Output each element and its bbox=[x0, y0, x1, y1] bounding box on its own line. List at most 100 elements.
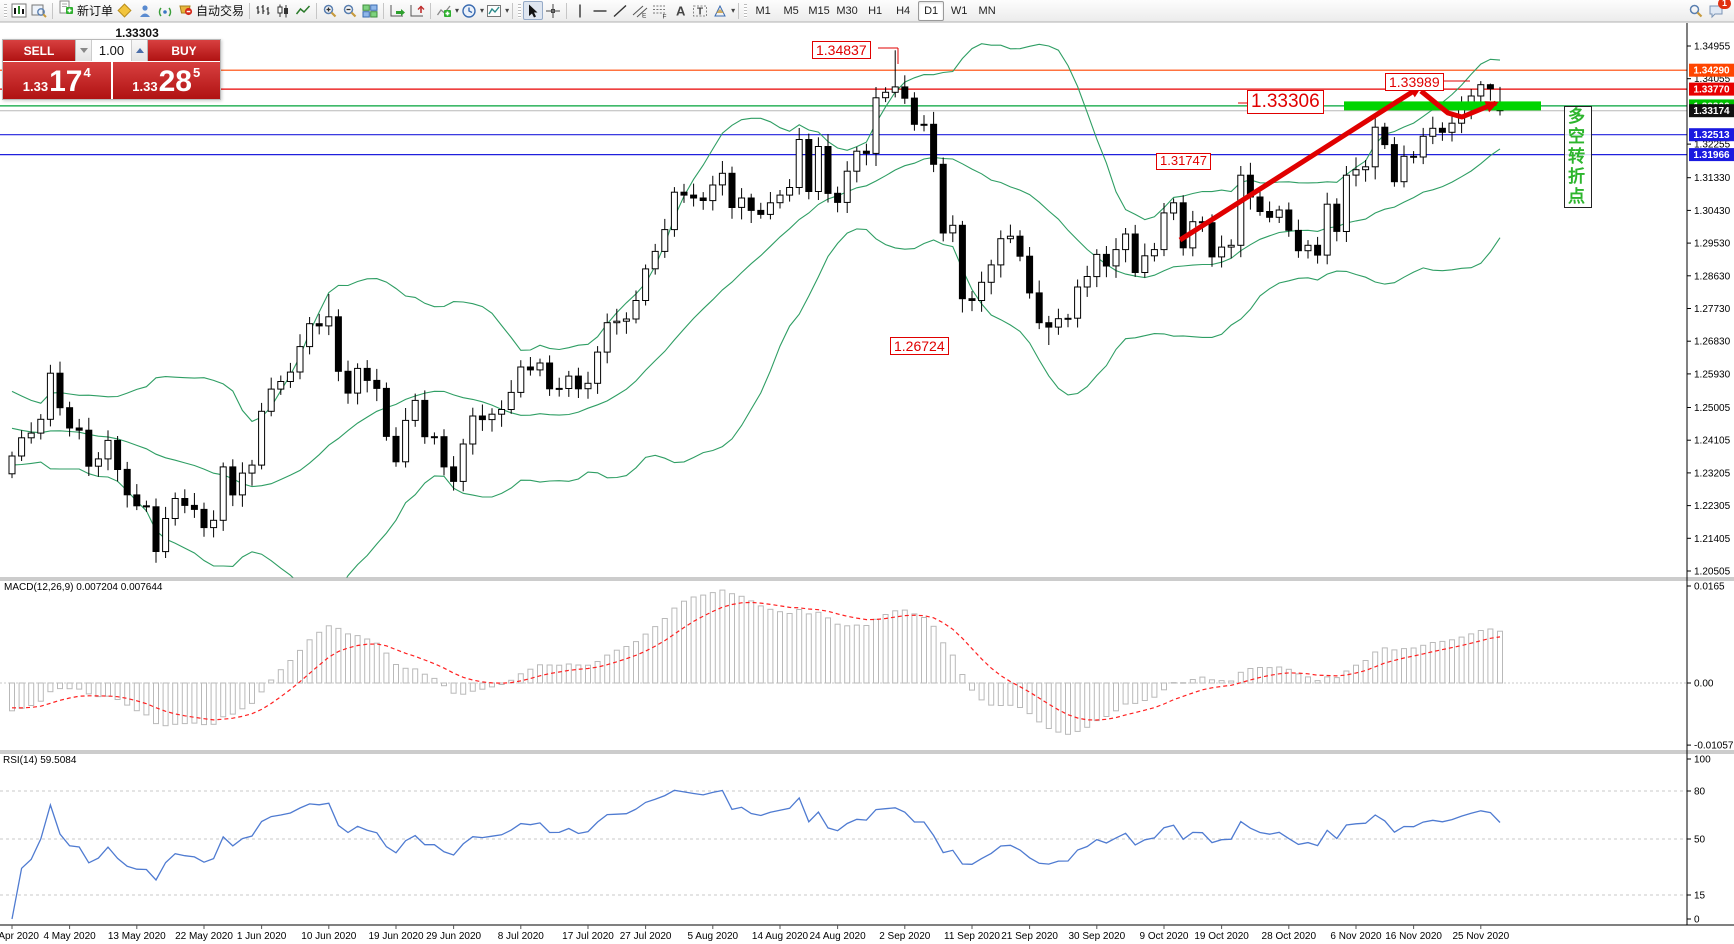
autotrading-label: 自动交易 bbox=[196, 4, 245, 18]
toolbar-separator bbox=[316, 2, 318, 19]
timeframe-M30[interactable]: M30 bbox=[836, 4, 858, 17]
signals-icon[interactable] bbox=[155, 1, 175, 20]
svg-text:2 Sep 2020: 2 Sep 2020 bbox=[879, 931, 931, 942]
indicators-icon[interactable] bbox=[434, 1, 454, 20]
toolbar-separator bbox=[738, 2, 740, 19]
bollinger-bands bbox=[11, 43, 1501, 578]
timeframe-M1[interactable]: M1 bbox=[755, 4, 771, 17]
crosshair-icon[interactable] bbox=[543, 1, 563, 20]
buy-price-prefix: 1.33 bbox=[132, 79, 158, 94]
price-annotation[interactable]: 1.33989 bbox=[1385, 73, 1444, 92]
svg-text:1.23205: 1.23205 bbox=[1694, 468, 1731, 479]
templates-caret-icon[interactable]: ▾ bbox=[505, 6, 510, 15]
toolbar-separator bbox=[52, 2, 53, 19]
timeframe-D1[interactable]: D1 bbox=[918, 0, 945, 21]
new-order-button[interactable]: 新订单 bbox=[56, 0, 115, 20]
bars-icon[interactable] bbox=[253, 1, 273, 20]
sell-button[interactable]: SELL bbox=[3, 40, 75, 61]
tile-windows-icon[interactable] bbox=[360, 1, 380, 20]
trend-arrows[interactable] bbox=[1178, 84, 1499, 243]
price-badge bbox=[1689, 128, 1734, 142]
periods-icon[interactable] bbox=[459, 1, 479, 20]
timeframe-H1[interactable]: H1 bbox=[868, 4, 883, 17]
sell-price-pip: 4 bbox=[83, 65, 91, 80]
zoom-in-icon[interactable] bbox=[320, 1, 340, 20]
macd-label: MACD(12,26,9) 0.007204 0.007644 bbox=[4, 582, 163, 593]
toolbar-drag-handle[interactable] bbox=[4, 3, 7, 18]
svg-text:24 Apr 2020: 24 Apr 2020 bbox=[0, 931, 39, 942]
svg-text:1.22305: 1.22305 bbox=[1694, 501, 1731, 512]
channel-icon[interactable]: E bbox=[630, 1, 650, 20]
one-click-trading-panel: SELL 1.00 BUY 1.33 17 4 1.33 28 5 bbox=[2, 39, 221, 100]
text-icon[interactable]: A bbox=[670, 1, 690, 20]
svg-text:19 Jun 2020: 19 Jun 2020 bbox=[368, 931, 423, 942]
volume-increase-button[interactable] bbox=[131, 40, 147, 61]
price-annotation[interactable]: 1.34837 bbox=[812, 41, 871, 60]
svg-text:1.26830: 1.26830 bbox=[1694, 337, 1731, 348]
svg-text:50: 50 bbox=[1694, 835, 1706, 846]
volume-input[interactable]: 1.00 bbox=[98, 43, 125, 58]
label-icon[interactable]: T bbox=[690, 1, 710, 20]
cursor-icon[interactable] bbox=[523, 1, 544, 20]
volume-decrease-button[interactable] bbox=[76, 40, 92, 61]
buy-price[interactable]: 1.33 28 5 bbox=[112, 62, 220, 99]
toolbar-drag-handle[interactable] bbox=[518, 3, 522, 18]
shapes-icon[interactable] bbox=[710, 1, 730, 20]
metaeditor-icon[interactable] bbox=[115, 1, 135, 20]
svg-text:0: 0 bbox=[1694, 915, 1700, 926]
svg-text:A: A bbox=[676, 3, 686, 18]
svg-text:15: 15 bbox=[1694, 891, 1706, 902]
market-icon[interactable] bbox=[135, 1, 155, 20]
rsi-label: RSI(14) 59.5084 bbox=[3, 755, 77, 766]
sell-price[interactable]: 1.33 17 4 bbox=[3, 62, 111, 99]
svg-text:6 Nov 2020: 6 Nov 2020 bbox=[1330, 931, 1382, 942]
note-label[interactable]: 多空转折点 bbox=[1564, 106, 1592, 208]
fibo-icon[interactable]: F bbox=[650, 1, 670, 20]
vline-icon[interactable] bbox=[570, 1, 590, 20]
buy-button[interactable]: BUY bbox=[148, 40, 220, 61]
svg-text:5 Aug 2020: 5 Aug 2020 bbox=[687, 931, 738, 942]
svg-text:1.31330: 1.31330 bbox=[1694, 173, 1731, 184]
charts-icon[interactable] bbox=[9, 1, 29, 20]
candles-icon[interactable] bbox=[273, 1, 293, 20]
price-annotation[interactable]: 1.31747 bbox=[1156, 153, 1211, 170]
annotation-connectors bbox=[878, 47, 1470, 104]
svg-text:16 Nov 2020: 16 Nov 2020 bbox=[1385, 931, 1442, 942]
templates-icon[interactable] bbox=[484, 1, 504, 20]
svg-text:T: T bbox=[697, 6, 703, 17]
trendline-icon[interactable] bbox=[610, 1, 630, 20]
svg-text:1.29530: 1.29530 bbox=[1694, 239, 1731, 250]
indicators-caret-icon[interactable]: ▾ bbox=[455, 6, 460, 15]
price-annotation[interactable]: 1.26724 bbox=[890, 337, 949, 356]
shapes-caret-icon[interactable]: ▾ bbox=[731, 6, 736, 15]
svg-text:13 May 2020: 13 May 2020 bbox=[108, 931, 166, 942]
toolbar-separator bbox=[383, 2, 385, 19]
notifications-icon[interactable]: 1 bbox=[1706, 0, 1731, 20]
linechart-icon[interactable] bbox=[293, 1, 313, 20]
timeframe-M15[interactable]: M15 bbox=[808, 4, 830, 17]
chart-shift-icon[interactable] bbox=[407, 1, 427, 20]
svg-text:21 Sep 2020: 21 Sep 2020 bbox=[1001, 931, 1058, 942]
svg-text:1.32513: 1.32513 bbox=[1693, 130, 1730, 141]
autoscroll-icon[interactable] bbox=[387, 1, 407, 20]
periods-caret-icon[interactable]: ▾ bbox=[480, 6, 485, 15]
price-badge bbox=[1689, 104, 1734, 118]
svg-text:4 May 2020: 4 May 2020 bbox=[43, 931, 96, 942]
timeframe-MN[interactable]: MN bbox=[978, 4, 996, 17]
zoom-out-icon[interactable] bbox=[340, 1, 360, 20]
horizontal-level-lines[interactable] bbox=[0, 69, 1687, 156]
timeframe-H4[interactable]: H4 bbox=[896, 4, 911, 17]
toolbar-separator bbox=[512, 2, 514, 19]
profiles-icon[interactable] bbox=[29, 1, 49, 20]
svg-text:0.00: 0.00 bbox=[1694, 679, 1714, 690]
timeframe-M5[interactable]: M5 bbox=[783, 4, 799, 17]
hline-icon[interactable] bbox=[590, 1, 610, 20]
svg-text:19 Oct 2020: 19 Oct 2020 bbox=[1194, 931, 1249, 942]
search-icon[interactable] bbox=[1686, 1, 1706, 20]
timeframe-W1[interactable]: W1 bbox=[950, 4, 968, 17]
toolbar-drag-handle[interactable] bbox=[744, 3, 748, 18]
price-annotation[interactable]: 1.33306 bbox=[1247, 90, 1324, 114]
autotrading-button[interactable]: 自动交易 bbox=[175, 1, 246, 20]
